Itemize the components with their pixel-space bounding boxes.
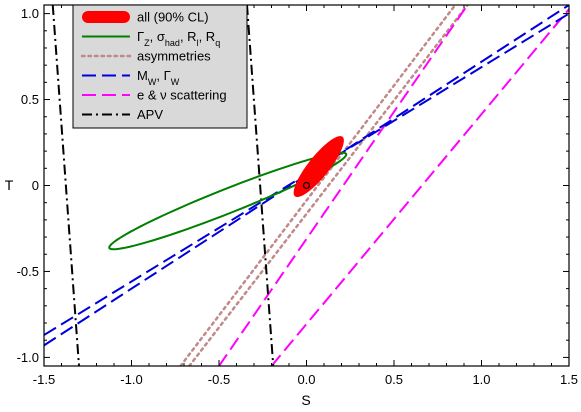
- legend-asymmetries-label: asymmetries: [137, 49, 211, 64]
- legend-m-w-w-label: MW, ΓW: [137, 68, 180, 87]
- x-tick-label: 1.0: [472, 372, 490, 387]
- y-tick-label: 0: [32, 178, 39, 193]
- legend-all-90-cl-label: all (90% CL): [137, 10, 209, 25]
- x-tick-label: 1.5: [560, 372, 578, 387]
- legend-z-had-r-l-r-q-label: ΓZ, σhad, Rl, Rq: [137, 29, 220, 48]
- x-tick-label: -1.0: [120, 372, 142, 387]
- ticks-layer: -1.5 -1.0 -0.5 0.0 0.5 1.0 1.5 -1.0 -0.5 0 0.5 1.0: [17, 5, 578, 387]
- legend-box: [72, 4, 248, 129]
- y-tick-label: 0.5: [21, 92, 39, 107]
- x-tick-label: 0.5: [385, 372, 403, 387]
- asymmetries-line-1: [179, 5, 457, 366]
- z-had-r-l-r-q-ellipse: [108, 151, 348, 251]
- e-scattering-line-2: [270, 7, 569, 366]
- y-tick-label: -0.5: [17, 264, 39, 279]
- y-axis-title: T: [5, 177, 14, 193]
- sm-reference-point: [302, 181, 311, 190]
- e-scattering-line-1: [218, 5, 469, 366]
- y-tick-label: 1.0: [21, 6, 39, 21]
- x-axis-title: S: [301, 392, 310, 408]
- curves-layer: [44, 5, 569, 366]
- y-tick-label: -1.0: [17, 350, 39, 365]
- plot-frame: [43, 4, 570, 367]
- apv-line-1: [51, 5, 80, 366]
- all-90-cl-ellipse: [293, 136, 344, 198]
- x-tick-label: -0.5: [208, 372, 230, 387]
- apv-line-2: [246, 5, 275, 366]
- legend-apv-label: APV: [137, 107, 163, 122]
- x-tick-label: -1.5: [33, 372, 55, 387]
- legend-e-scattering-label: e & ν scattering: [137, 88, 227, 103]
- x-tick-label: 0.0: [297, 372, 315, 387]
- asymmetries-line-2: [188, 5, 469, 366]
- legend-all-90-cl-swatch: [82, 11, 130, 23]
